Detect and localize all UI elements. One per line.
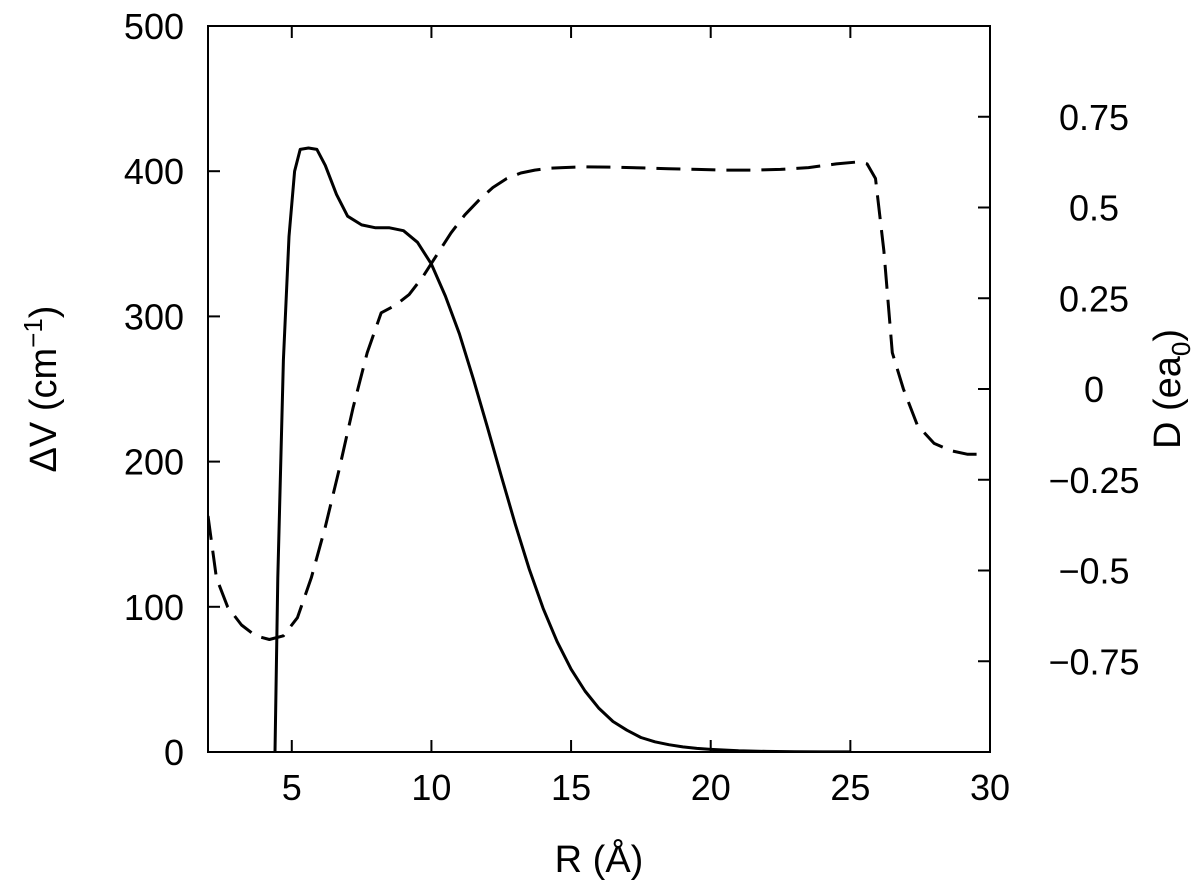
y-left-tick-label: 500 (124, 6, 184, 47)
y-right-tick-label: 0 (1084, 369, 1104, 410)
delta-v-series-line (273, 146, 851, 752)
x-tick-label: 15 (551, 767, 591, 808)
y-right-tick-label: −0.25 (1048, 460, 1139, 501)
right-axis-title-main: D (ea (1147, 355, 1189, 449)
right-axis-title-tail: ) (1147, 329, 1189, 342)
y-left-tick-label: 300 (124, 296, 184, 337)
left-axis-title: ΔV (cm−1) (18, 306, 65, 473)
left-axis-title-sup: −1 (18, 318, 48, 348)
y-right-tick-label: −0.75 (1048, 641, 1139, 682)
y-left-tick-label: 0 (164, 732, 184, 773)
left-axis-title-tail: ) (23, 306, 65, 319)
x-tick-label: 5 (282, 767, 302, 808)
y-right-tick-label: 0.25 (1059, 278, 1129, 319)
ticks-layer: 5 10 15 20 25 300100200300400500−0.75−0.5−0.2… (124, 6, 1140, 808)
right-axis-title-sub: 0 (1166, 342, 1196, 356)
dipole-series-line (208, 160, 979, 641)
plot-frame (207, 25, 991, 753)
right-axis-title: D (ea0) (1147, 329, 1196, 449)
x-tick-label: 20 (691, 767, 731, 808)
x-axis-title: R (Å) (555, 837, 644, 881)
series-layer (208, 146, 979, 752)
y-right-tick-label: 0.5 (1069, 188, 1119, 229)
left-axis-title-main: ΔV (cm (23, 348, 65, 473)
y-left-tick-label: 400 (124, 151, 184, 192)
x-tick-label: 10 (411, 767, 451, 808)
y-right-tick-label: −0.5 (1058, 551, 1129, 592)
x-tick-label: 30 (970, 767, 1010, 808)
y-left-tick-label: 100 (124, 587, 184, 628)
y-left-tick-label: 200 (124, 442, 184, 483)
y-right-tick-label: 0.75 (1059, 97, 1129, 138)
x-tick-label: 25 (830, 767, 870, 808)
